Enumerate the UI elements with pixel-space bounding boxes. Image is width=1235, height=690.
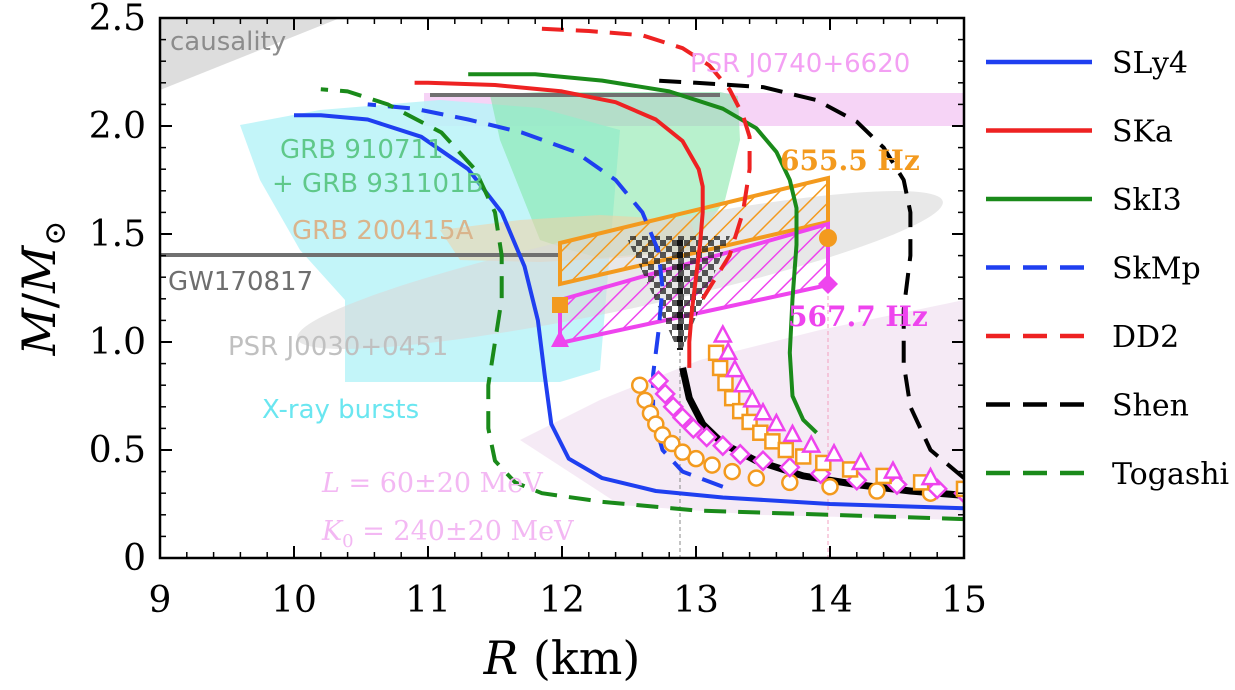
label-567hz: 567.7 Hz [788, 300, 928, 333]
x-tick-label: 12 [539, 580, 585, 621]
marker-triangle [752, 401, 774, 421]
legend-label-ski3: SkI3 [1112, 183, 1182, 218]
circle-marker-655 [819, 229, 837, 247]
marker-triangle [823, 442, 845, 462]
x-tick-label: 10 [271, 580, 317, 621]
x-tick-label: 9 [149, 580, 172, 621]
marker-diamond [654, 383, 676, 405]
label-655hz: 655.5 Hz [780, 144, 920, 177]
marker-square [752, 424, 769, 441]
marker-circle [673, 443, 692, 461]
marker-circle [868, 482, 886, 500]
marker-diamond [695, 426, 718, 448]
curve-shen [655, 78, 964, 480]
marker-circle [747, 469, 766, 487]
marker-triangle [850, 451, 871, 471]
legend-label-shen: Shen [1112, 389, 1189, 424]
marker-square [711, 359, 729, 377]
marker-square [717, 374, 734, 392]
marker-diamond [662, 396, 684, 418]
legend: SLy4 SKa SkI3 SkMp DD2 Shen Togashi [986, 46, 1229, 492]
curve-togashi [320, 87, 964, 522]
marker-circle [703, 456, 721, 474]
x-tick-label: 15 [941, 580, 987, 621]
legend-label-sly4: SLy4 [1112, 46, 1188, 81]
marker-triangle [712, 323, 733, 343]
x-axis-title: R (km) [483, 631, 641, 685]
marker-diamond [682, 417, 705, 440]
marker-circle [630, 376, 649, 394]
label-K0: K0 = 240±20 MeV [321, 516, 574, 552]
label-causality: causality [170, 27, 286, 57]
marker-square [777, 441, 795, 459]
curve-ski3 [468, 72, 818, 435]
marker-circle [687, 449, 705, 468]
marker-diamond [712, 434, 734, 457]
marker-triangle [801, 434, 822, 453]
marker-triangle [782, 423, 803, 443]
x-tick-label: 14 [807, 580, 853, 621]
marker-triangle [742, 388, 763, 408]
y-tick-label: 1.0 [89, 322, 146, 363]
triangle-marker-567 [551, 330, 569, 347]
marker-triangle [920, 466, 941, 486]
marker-triangle [718, 341, 739, 361]
curve-ska [414, 80, 705, 368]
y-axis-title: M/M⊙ [12, 221, 73, 357]
marker-circle [821, 477, 839, 496]
label-grb1: GRB 910711 [280, 135, 444, 165]
causality-region [160, 18, 340, 90]
marker-square [764, 433, 781, 450]
diamond-marker-567 [818, 274, 838, 294]
marker-diamond [671, 406, 694, 429]
legend-label-dd2: DD2 [1112, 320, 1179, 355]
y-tick-label: 0 [123, 538, 146, 579]
curve-sly4 [294, 113, 964, 511]
label-grb3: GRB 200415A [292, 216, 474, 246]
y-tick-label: 2.5 [89, 0, 146, 39]
label-L: L = 60±20 MeV [321, 468, 543, 499]
marker-triangle [724, 358, 745, 378]
marker-circle [723, 462, 741, 481]
label-gw170817: GW170817 [168, 267, 313, 297]
y-tick-label: 0.5 [89, 430, 146, 471]
checker-region [626, 236, 730, 355]
legend-label-skmp: SkMp [1112, 252, 1201, 287]
legend-label-ska: SKa [1112, 115, 1173, 150]
marker-diamond [729, 443, 751, 466]
square-marker-655 [552, 297, 568, 313]
x-tick-label: 13 [673, 580, 719, 621]
marker-triangle [882, 459, 904, 479]
legend-label-togashi: Togashi [1112, 457, 1229, 492]
marker-triangle [766, 412, 787, 432]
y-tick-label: 1.5 [89, 214, 146, 255]
label-xray: X-ray bursts [262, 395, 419, 425]
marker-triangle [732, 373, 753, 393]
label-grb2: + GRB 931101B [272, 169, 483, 199]
label-psr0030: PSR J0030+0451 [228, 332, 448, 362]
marker-square [955, 480, 964, 498]
label-psr0740: PSR J0740+6620 [690, 49, 910, 79]
marker-diamond [752, 450, 774, 472]
x-tick-label: 11 [405, 580, 451, 621]
y-tick-label: 2.0 [89, 106, 146, 147]
curve-dd2 [541, 26, 752, 300]
